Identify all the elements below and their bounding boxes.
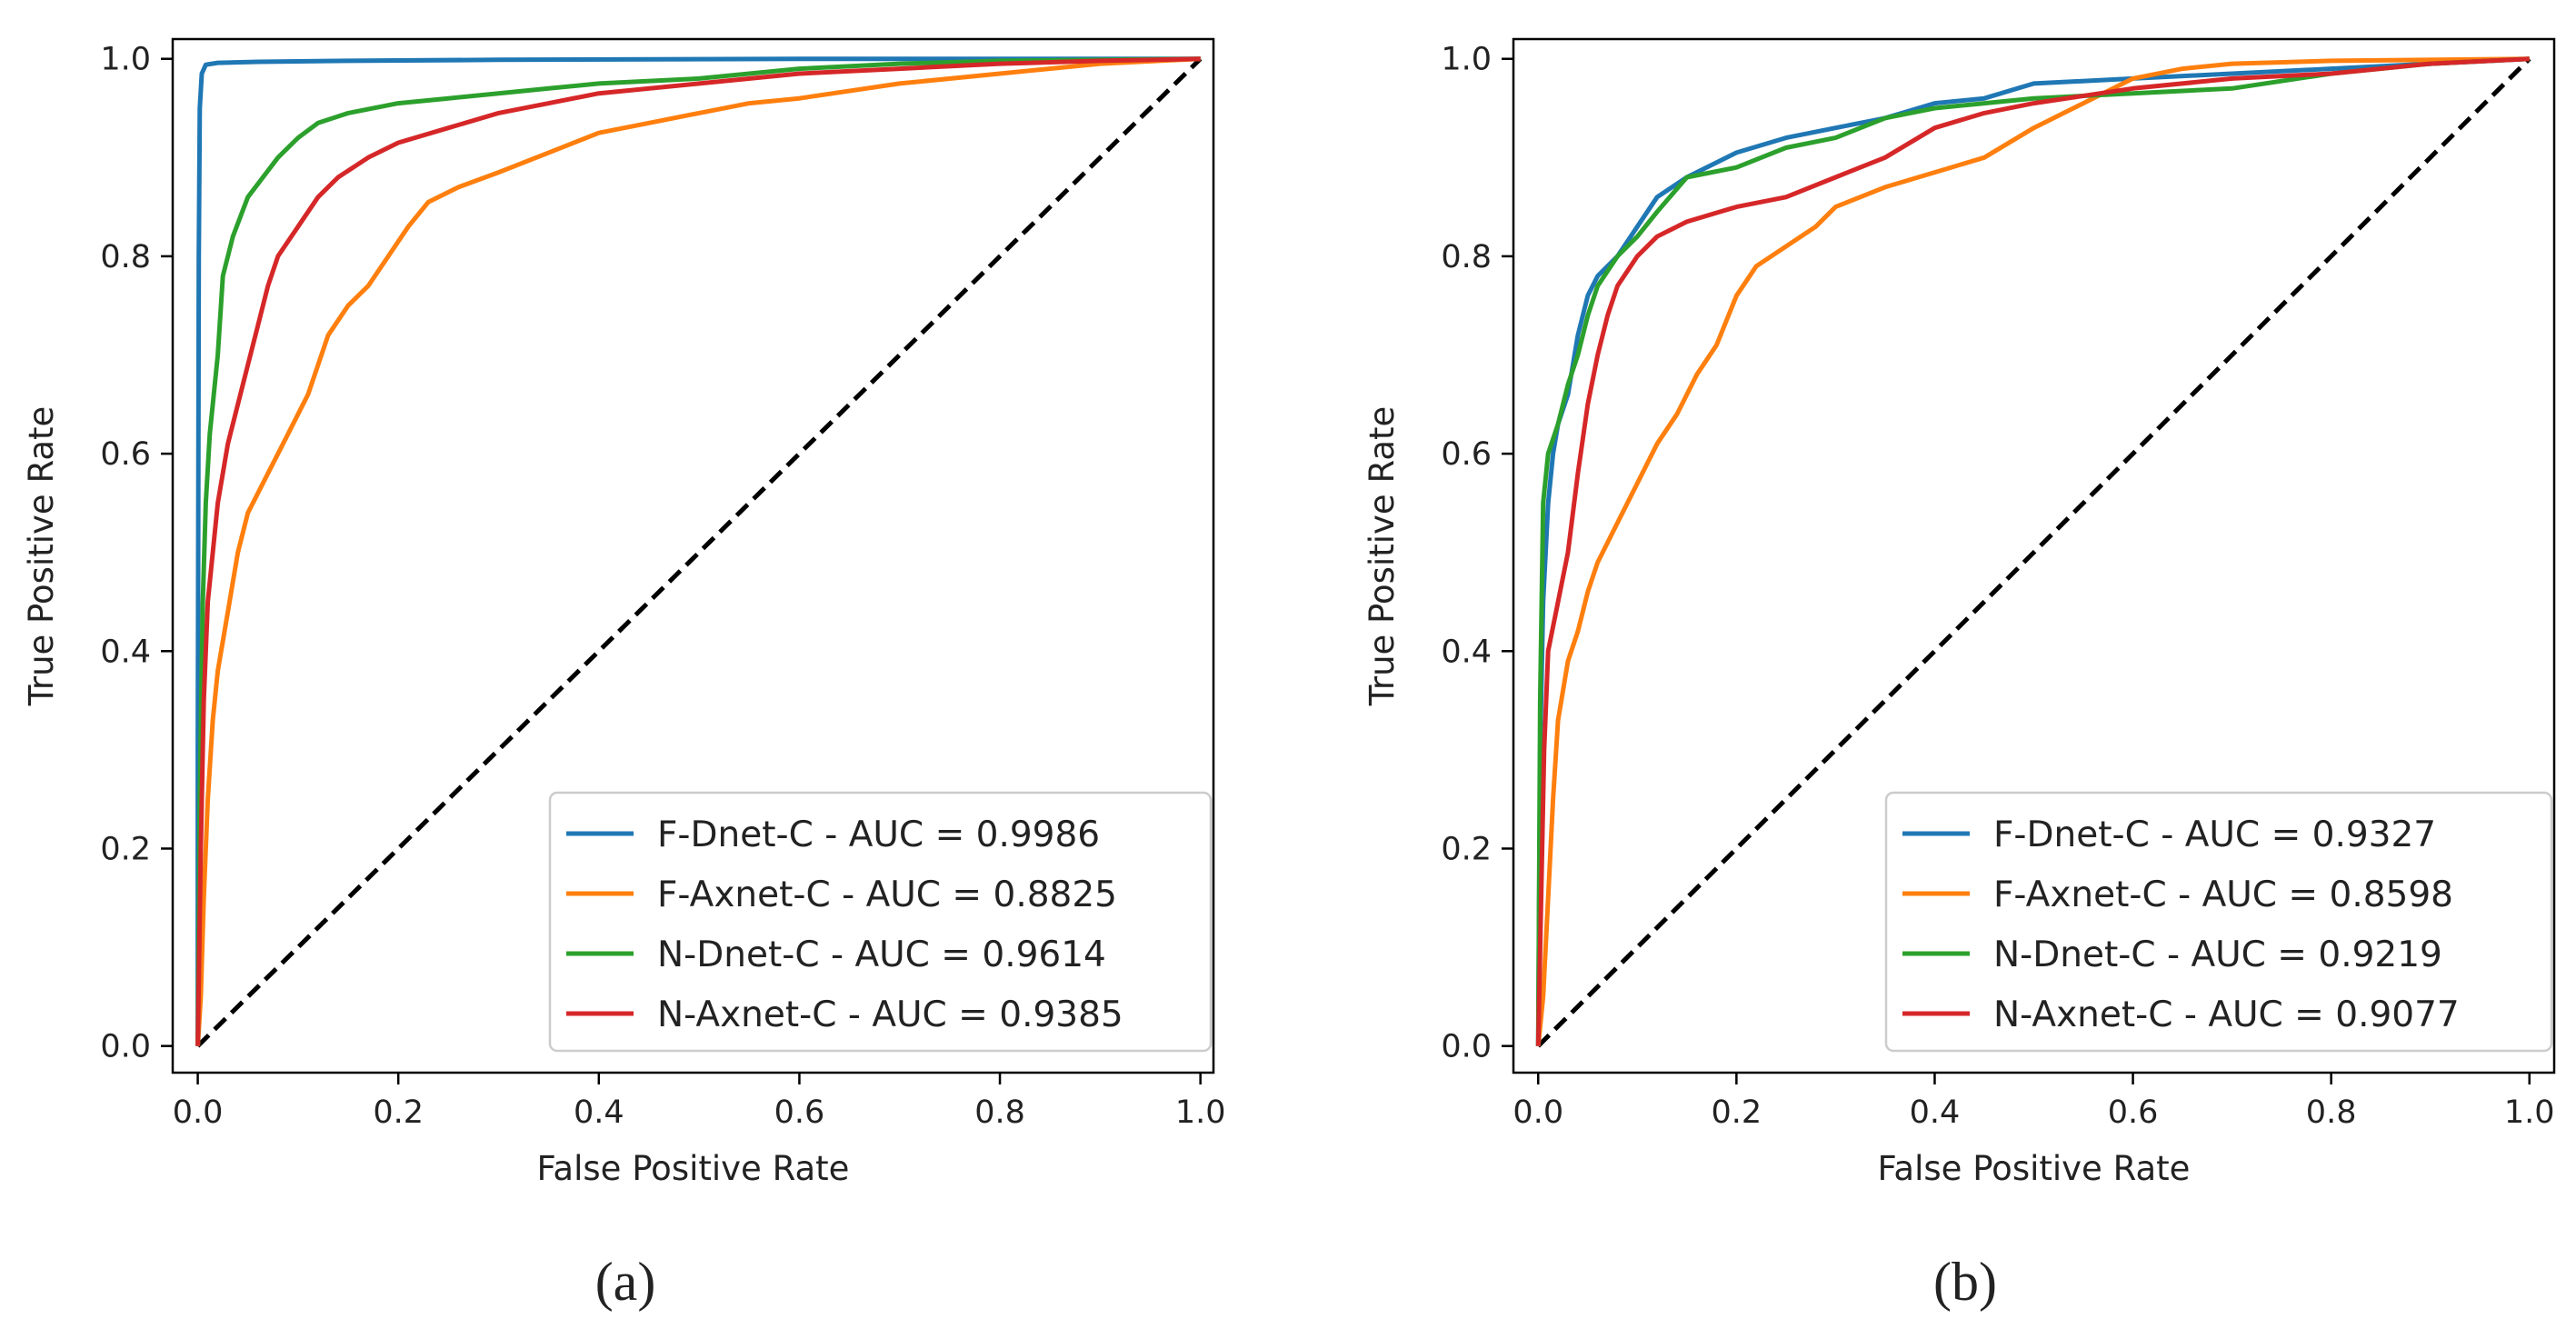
y-axis-label: True Positive Rate — [1363, 406, 1402, 707]
x-tick-label: 0.0 — [173, 1094, 224, 1131]
series-line-n-axnet-c — [195, 56, 1201, 1046]
legend-entry: F-Dnet-C - AUC = 0.9327 — [1993, 814, 2436, 855]
roc-panel-b: 0.0 0.2 0.4 0.6 0.8 1.0 0.0 0.2 0.4 0.6 0.8 1.0 Fals… — [1363, 37, 2556, 1312]
x-tick-label: 0.8 — [974, 1094, 1025, 1131]
legend-box — [548, 791, 1213, 1053]
x-tick-label: 0.0 — [1513, 1094, 1563, 1131]
y-tick-label: 0.2 — [1441, 831, 1492, 867]
series-line-n-dnet-c — [195, 56, 1201, 1046]
x-tick-label: 1.0 — [1175, 1094, 1226, 1131]
series-line-n-dnet-c — [1535, 56, 2530, 1046]
y-tick-label: 0.0 — [100, 1029, 151, 1065]
y-tick-label: 0.8 — [100, 239, 151, 275]
chance-line — [195, 56, 1203, 1048]
panel-label: (b) — [1933, 1252, 1997, 1312]
legend-entry: N-Axnet-C - AUC = 0.9077 — [1993, 994, 2460, 1035]
x-tick-label: 0.8 — [2306, 1094, 2357, 1131]
x-tick-label: 0.2 — [373, 1094, 424, 1131]
y-tick-label: 0.4 — [100, 634, 151, 670]
chance-line — [1536, 56, 2531, 1048]
x-axis-label: False Positive Rate — [537, 1149, 850, 1188]
series-line-f-dnet-c — [195, 56, 1201, 1046]
y-tick-label: 0.8 — [1441, 239, 1492, 275]
y-tick-label: 0.6 — [1441, 436, 1492, 473]
y-tick-label: 0.4 — [1441, 634, 1492, 670]
x-tick-label: 0.4 — [574, 1094, 624, 1131]
legend-entry: N-Dnet-C - AUC = 0.9614 — [657, 934, 1106, 975]
legend-entry: F-Axnet-C - AUC = 0.8825 — [657, 874, 1117, 915]
legend-entry: N-Dnet-C - AUC = 0.9219 — [1993, 934, 2442, 975]
legend-entry: F-Dnet-C - AUC = 0.9986 — [657, 814, 1100, 855]
panel-label: (a) — [595, 1252, 656, 1312]
x-tick-label: 0.6 — [2108, 1094, 2159, 1131]
x-tick-label: 0.2 — [1712, 1094, 1762, 1131]
y-tick-label: 0.2 — [100, 831, 151, 867]
series-line-f-axnet-c — [195, 56, 1201, 1046]
series-line-n-axnet-c — [1535, 56, 2530, 1046]
x-tick-label: 0.4 — [1910, 1094, 1961, 1131]
legend-entry: N-Axnet-C - AUC = 0.9385 — [657, 994, 1123, 1035]
x-axis-label: False Positive Rate — [1878, 1149, 2191, 1188]
legend: F-Dnet-C - AUC = 0.9986 F-Axnet-C - AUC =… — [548, 791, 1213, 1053]
axes-frame — [171, 37, 1215, 1074]
axes-frame — [1512, 37, 2556, 1074]
series-line-f-dnet-c — [1535, 56, 2530, 1046]
x-tick-label: 1.0 — [2504, 1094, 2555, 1131]
y-tick-label: 1.0 — [100, 42, 151, 78]
y-tick-label: 0.0 — [1441, 1029, 1492, 1065]
y-tick-label: 1.0 — [1441, 42, 1492, 78]
legend: F-Dnet-C - AUC = 0.9327 F-Axnet-C - AUC =… — [1884, 791, 2553, 1053]
roc-panel-a: 0.0 0.2 0.4 0.6 0.8 1.0 0.0 0.2 0.4 0.6 0.8 1.0 Fals… — [22, 37, 1226, 1312]
series-line-f-axnet-c — [1535, 56, 2530, 1046]
y-tick-label: 0.6 — [100, 436, 151, 473]
legend-box — [1884, 791, 2553, 1053]
x-tick-label: 0.6 — [774, 1094, 825, 1131]
legend-entry: F-Axnet-C - AUC = 0.8598 — [1993, 874, 2453, 915]
y-axis-label: True Positive Rate — [22, 406, 61, 707]
